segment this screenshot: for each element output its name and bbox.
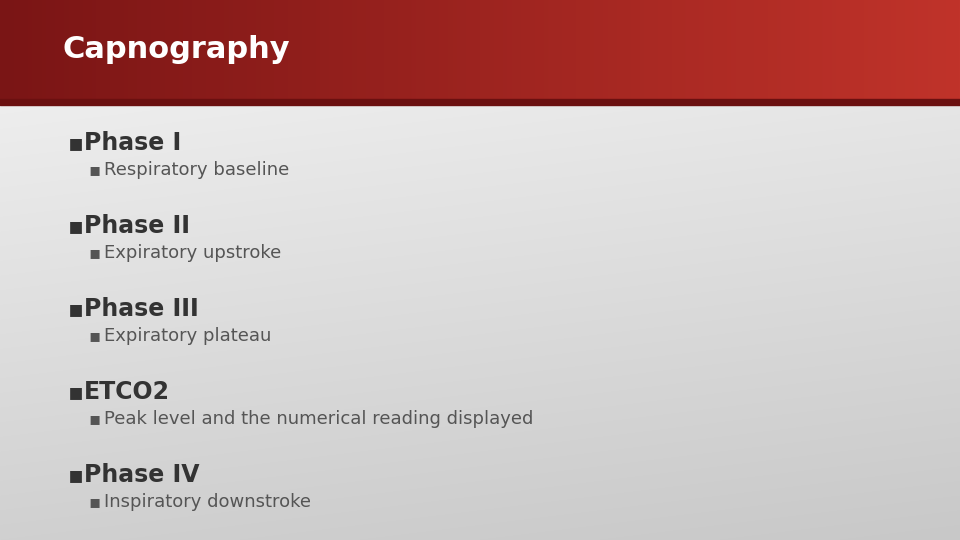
Text: ▪: ▪ — [68, 297, 84, 321]
Text: Phase III: Phase III — [84, 297, 199, 321]
Text: Respiratory baseline: Respiratory baseline — [104, 161, 289, 179]
Text: ▪: ▪ — [88, 244, 100, 262]
Text: ▪: ▪ — [88, 161, 100, 179]
Text: ▪: ▪ — [88, 410, 100, 428]
Text: ▪: ▪ — [88, 493, 100, 511]
Text: ETCO2: ETCO2 — [84, 380, 170, 404]
Text: Peak level and the numerical reading displayed: Peak level and the numerical reading dis… — [104, 410, 534, 428]
Text: ▪: ▪ — [68, 214, 84, 238]
Text: ▪: ▪ — [68, 380, 84, 404]
Text: ▪: ▪ — [68, 463, 84, 487]
Text: ▪: ▪ — [68, 131, 84, 155]
Text: Expiratory upstroke: Expiratory upstroke — [104, 244, 281, 262]
Text: Phase I: Phase I — [84, 131, 181, 155]
Text: ▪: ▪ — [88, 327, 100, 345]
Text: Expiratory plateau: Expiratory plateau — [104, 327, 272, 345]
Text: Capnography: Capnography — [62, 35, 290, 64]
Text: Inspiratory downstroke: Inspiratory downstroke — [104, 493, 311, 511]
Text: Phase IV: Phase IV — [84, 463, 200, 487]
Text: Phase II: Phase II — [84, 214, 190, 238]
